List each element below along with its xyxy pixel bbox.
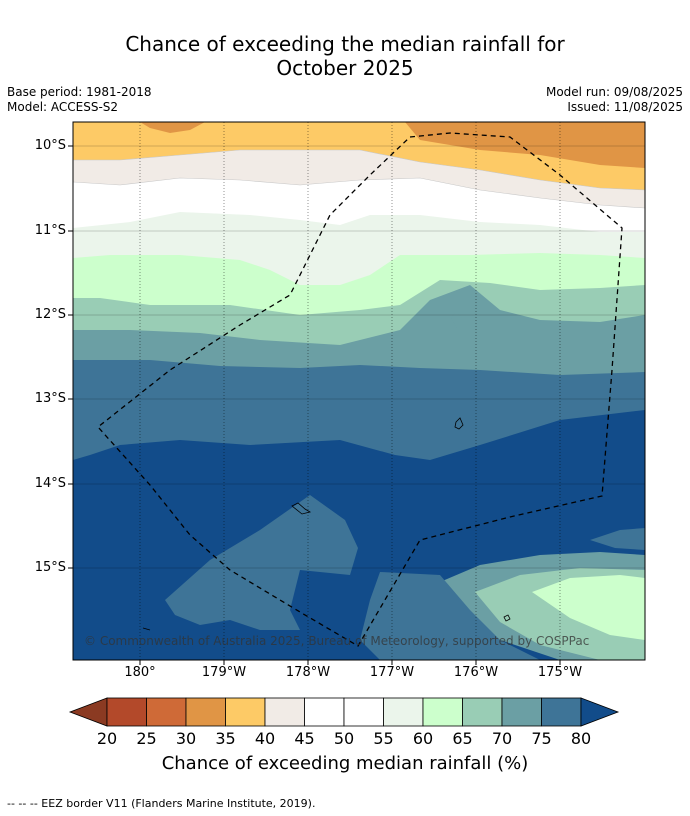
lon-label-179w: 179°W — [201, 665, 247, 680]
colorbar-tick-label: 65 — [452, 729, 473, 748]
band-70-blob — [451, 311, 462, 328]
copyright-notice: © Commonwealth of Australia 2025, Bureau… — [84, 634, 589, 648]
lon-label-178w: 178°W — [285, 665, 331, 680]
band-75-south2 — [360, 572, 540, 660]
lat-label-11s: 11°S — [34, 223, 66, 238]
colorbar-segment — [383, 697, 424, 727]
colorbar-segment — [185, 697, 226, 727]
colorbar-tick-label: 80 — [570, 729, 592, 748]
contour-fill — [73, 122, 645, 660]
lat-label-10s: 10°S — [34, 138, 66, 153]
colorbar-extend-high — [580, 697, 620, 727]
issued-date: Issued: 11/08/2025 — [567, 100, 683, 114]
model-name: Model: ACCESS-S2 — [7, 100, 119, 114]
colorbar-tick-label: 60 — [412, 729, 434, 748]
model-run: Model run: 09/08/2025 — [545, 85, 683, 99]
lat-label-12s: 12°S — [34, 307, 66, 322]
colorbar-title: Chance of exceeding median rainfall (%) — [161, 753, 529, 774]
colorbar — [68, 697, 620, 727]
lat-gridlines — [73, 145, 645, 569]
colorbar-tick-label: 20 — [96, 729, 118, 748]
lon-label-180: 180° — [124, 665, 156, 680]
eez-footnote: -- -- -- EEZ border V11 (Flanders Marine… — [7, 797, 316, 810]
lat-label-14s: 14°S — [34, 476, 66, 491]
colorbar-tick-label: 70 — [491, 729, 513, 748]
band-75-east — [590, 528, 645, 550]
band-75-south — [165, 495, 358, 630]
map-title: Chance of exceeding the median rainfall … — [0, 32, 690, 80]
lon-ticks — [139, 660, 561, 665]
colorbar-tick-label: 30 — [175, 729, 197, 748]
lat-ticks — [68, 145, 73, 569]
meta-right: Model run: 09/08/2025 Issued: 11/08/2025 — [546, 85, 683, 115]
colorbar-tick-label: 40 — [254, 729, 276, 748]
colorbar-tick-label: 45 — [294, 729, 315, 748]
lon-label-177w: 177°W — [369, 665, 415, 680]
lon-label-176w: 176°W — [453, 665, 499, 680]
colorbar-segment — [462, 697, 503, 727]
colorbar-segment — [225, 697, 266, 727]
eez-border — [97, 132, 623, 647]
colorbar-tick-label: 25 — [136, 729, 157, 748]
title-line-1: Chance of exceeding the median rainfall … — [125, 32, 565, 56]
colorbar-tick-label: 75 — [531, 729, 552, 748]
islands — [142, 417, 511, 631]
colorbar-segment — [106, 697, 147, 727]
colorbar-tick-label: 35 — [215, 729, 236, 748]
colorbar-segment — [541, 697, 582, 727]
colorbar-segment — [422, 697, 463, 727]
colorbar-segment — [264, 697, 305, 727]
map-frame — [72, 121, 646, 661]
meta-left: Base period: 1981-2018 Model: ACCESS-S2 — [7, 85, 152, 115]
colorbar-tick-label: 50 — [333, 729, 355, 748]
colorbar-segment — [304, 697, 345, 727]
title-line-2: October 2025 — [276, 56, 414, 80]
base-period: Base period: 1981-2018 — [7, 85, 152, 99]
colorbar-tick-label: 55 — [373, 729, 394, 748]
colorbar-segment — [501, 697, 542, 727]
colorbar-segment — [343, 697, 384, 727]
colorbar-segment — [146, 697, 187, 727]
band-60-se — [532, 575, 645, 640]
lat-label-15s: 15°S — [34, 560, 66, 575]
lon-label-175w: 175°W — [537, 665, 583, 680]
colorbar-extend-low — [68, 697, 108, 727]
lat-label-13s: 13°S — [34, 391, 66, 406]
band-35-west — [140, 122, 205, 133]
